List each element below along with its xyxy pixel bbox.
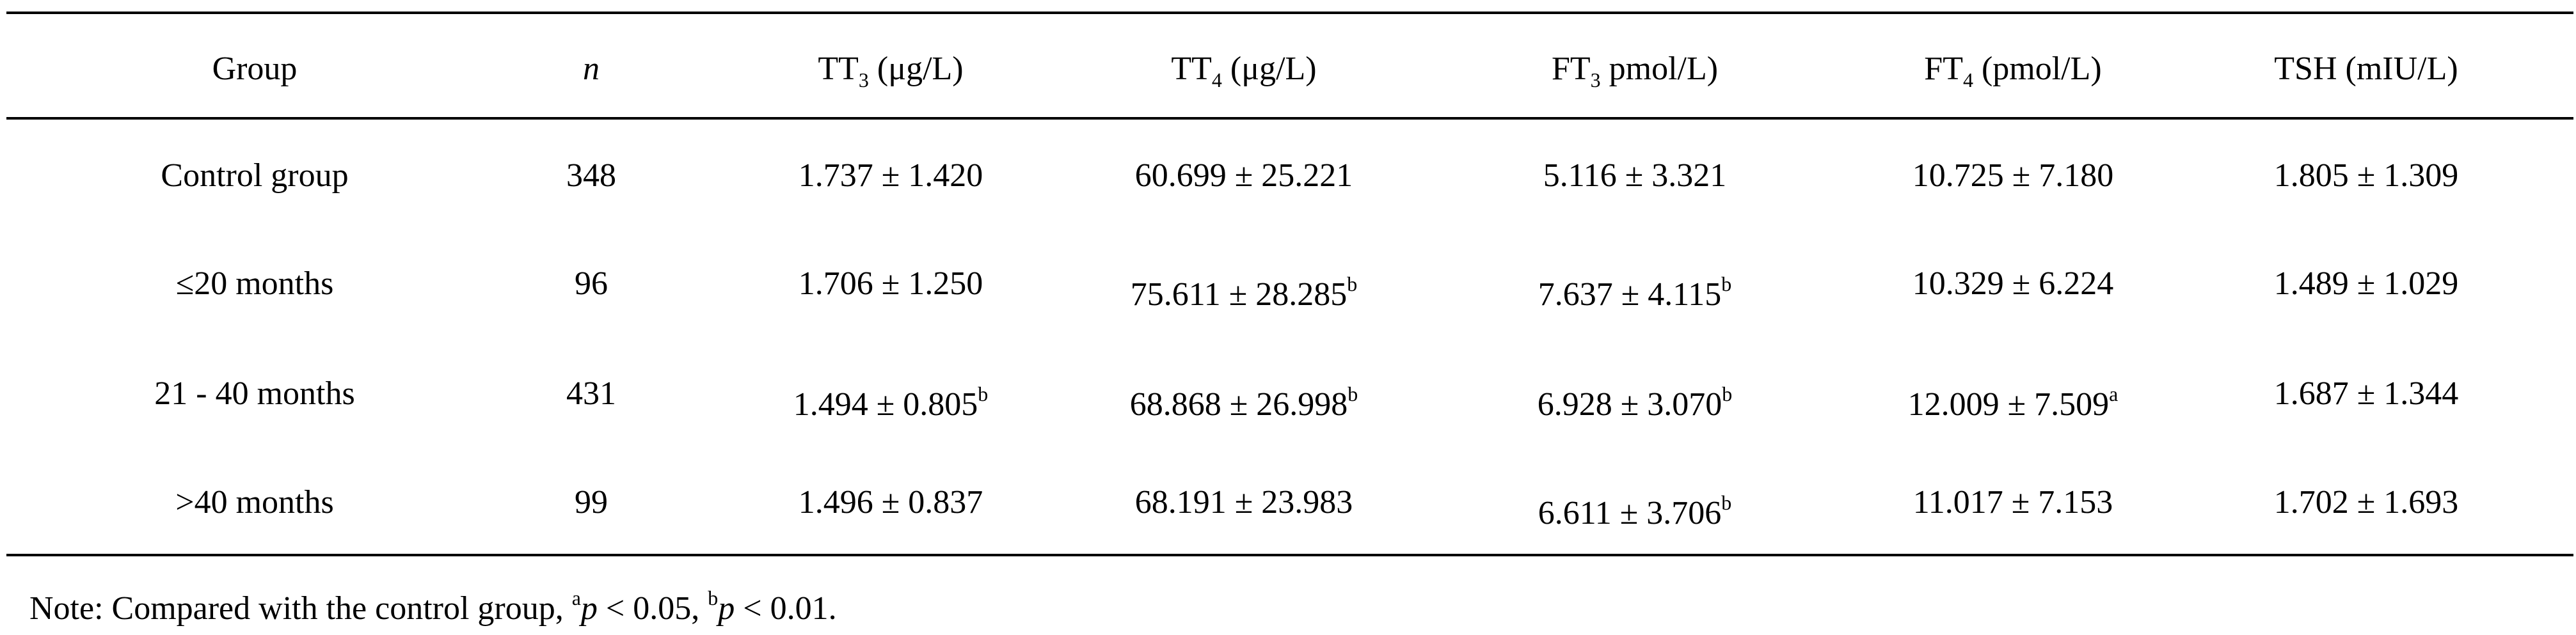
sub-text: 4 [1211, 68, 1222, 91]
table-cell: ≤20 months [31, 258, 479, 310]
sup-text: a [571, 586, 581, 609]
cell-text: 21 - 40 months [154, 375, 355, 412]
sup-text: b [1721, 272, 1732, 295]
cell-text: 10.725 ± 7.180 [1912, 157, 2114, 194]
table-cell: 10.725 ± 7.180 [1789, 150, 2237, 201]
table-cell: 1.737 ± 1.420 [667, 150, 1115, 201]
cell-text: 96 [575, 265, 608, 302]
table-cell: 5.116 ± 3.321 [1411, 150, 1859, 201]
sup-text: b [1722, 382, 1733, 405]
table-cell: 68.868 ± 26.998b [1020, 368, 1468, 423]
table-note: Note: Compared with the control group, a… [29, 572, 837, 627]
text-part: TSH (mIU/L) [2274, 51, 2458, 87]
cell-text: 348 [566, 157, 616, 194]
table-cell: 12.009 ± 7.509a [1789, 368, 2237, 423]
italic-text: p [718, 590, 735, 627]
table-cell: 96 [367, 258, 815, 310]
sup-text: a [2109, 382, 2119, 405]
sub-text: 3 [858, 68, 869, 91]
cell-text: 1.687 ± 1.344 [2273, 375, 2459, 412]
column-header: TT3 (μg/L) [667, 43, 1115, 95]
sup-text: b [708, 586, 719, 609]
table-cell: 431 [367, 368, 815, 419]
text-part: 68.868 ± 26.998 [1129, 386, 1348, 423]
text-part: (μg/L) [868, 51, 964, 87]
column-header: FT4 (pmol/L) [1789, 43, 2237, 95]
sub-text: 4 [1962, 68, 1973, 91]
sup-text: b [978, 382, 989, 405]
table-cell: 60.699 ± 25.221 [1020, 150, 1468, 201]
cell-text: 1.805 ± 1.309 [2273, 157, 2459, 194]
text-part: 6.611 ± 3.706 [1538, 495, 1722, 531]
column-header: TT4 (μg/L) [1020, 43, 1468, 95]
top-rule [6, 12, 2573, 14]
table-cell: 99 [367, 477, 815, 528]
text-part: 1.494 ± 0.805 [793, 386, 978, 423]
text-part: pmol/L) [1600, 51, 1719, 87]
text-part: (pmol/L) [1973, 51, 2102, 87]
text-part: Note: Compared with the control group, [29, 590, 572, 627]
text-part: 12.009 ± 7.509 [1907, 386, 2110, 423]
table-cell: 1.805 ± 1.309 [2142, 150, 2576, 201]
table-cell: Control group [31, 150, 479, 201]
table-cell: 6.611 ± 3.706b [1411, 477, 1859, 531]
text-part: TT [818, 51, 859, 87]
table-cell: 21 - 40 months [31, 368, 479, 419]
text-part: 75.611 ± 28.285 [1130, 276, 1348, 313]
column-header: n [367, 43, 815, 95]
cell-text: >40 months [175, 484, 334, 521]
cell-text: Control group [161, 157, 349, 194]
cell-text: 1.496 ± 0.837 [798, 484, 983, 521]
text-part: TT [1171, 51, 1212, 87]
column-header: TSH (mIU/L) [2142, 43, 2576, 95]
column-header: Group [31, 43, 479, 95]
cell-text: 99 [575, 484, 608, 521]
text-part: < 0.05, [597, 590, 708, 627]
cell-text: ≤20 months [175, 265, 334, 302]
text-part: 6.928 ± 3.070 [1537, 386, 1722, 423]
table-cell: 68.191 ± 23.983 [1020, 477, 1468, 528]
column-header: FT3 pmol/L) [1411, 43, 1859, 95]
table-cell: 1.494 ± 0.805b [667, 368, 1115, 423]
cell-text: 431 [566, 375, 616, 412]
sup-text: b [1348, 382, 1358, 405]
cell-text: 5.116 ± 3.321 [1543, 157, 1727, 194]
cell-text: 1.737 ± 1.420 [798, 157, 983, 194]
cell-text: 1.702 ± 1.693 [2273, 484, 2459, 521]
table-cell: 7.637 ± 4.115b [1411, 258, 1859, 313]
italic-text: p [580, 590, 598, 627]
cell-text: 1.489 ± 1.029 [2273, 265, 2459, 302]
table-cell: 1.496 ± 0.837 [667, 477, 1115, 528]
text-part: < 0.01. [735, 590, 837, 627]
text-part: FT [1551, 51, 1591, 87]
table-cell: 10.329 ± 6.224 [1789, 258, 2237, 310]
cell-text: 1.706 ± 1.250 [798, 265, 983, 302]
cell-text: 68.191 ± 23.983 [1134, 484, 1353, 521]
bottom-rule [6, 554, 2573, 556]
cell-text: 11.017 ± 7.153 [1912, 484, 2113, 521]
text-part: 7.637 ± 4.115 [1538, 276, 1722, 313]
sup-text: b [1721, 491, 1732, 514]
cell-text: 10.329 ± 6.224 [1912, 265, 2114, 302]
table-cell: 1.489 ± 1.029 [2142, 258, 2576, 310]
table-cell: 1.706 ± 1.250 [667, 258, 1115, 310]
table-cell: 75.611 ± 28.285b [1020, 258, 1468, 313]
sub-text: 3 [1590, 68, 1601, 91]
italic-text: n [583, 51, 600, 87]
text-part: (μg/L) [1221, 51, 1317, 87]
table-cell: 6.928 ± 3.070b [1411, 368, 1859, 423]
text-part: FT [1924, 51, 1963, 87]
table-cell: 1.687 ± 1.344 [2142, 368, 2576, 419]
table-cell: 1.702 ± 1.693 [2142, 477, 2576, 528]
table-cell: 11.017 ± 7.153 [1789, 477, 2237, 528]
sup-text: b [1347, 272, 1358, 295]
table-cell: >40 months [31, 477, 479, 528]
header-rule [6, 117, 2573, 120]
table-cell: 348 [367, 150, 815, 201]
cell-text: 60.699 ± 25.221 [1134, 157, 1353, 194]
text-part: Group [212, 51, 298, 87]
